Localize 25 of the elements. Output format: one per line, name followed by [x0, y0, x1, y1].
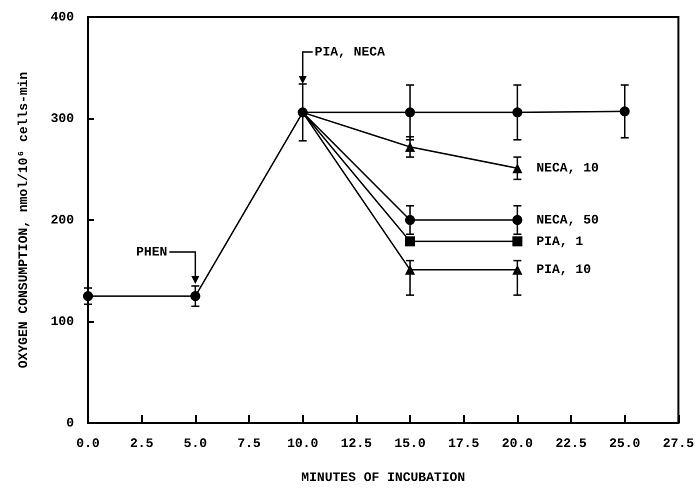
x-tick-label: 12.5	[340, 436, 372, 451]
x-tick-label: 27.5	[662, 436, 694, 451]
x-tick-label: 25.0	[609, 436, 641, 451]
y-tick-label: 100	[50, 314, 74, 329]
y-axis-title: OXYGEN CONSUMPTION, nmol/10⁶ cells-min	[16, 72, 31, 368]
x-tick-label: 20.0	[502, 436, 534, 451]
x-tick-label: 10.0	[287, 436, 318, 451]
x-tick-label: 22.5	[555, 436, 587, 451]
series-label: NECA, 10	[536, 160, 599, 176]
y-tick-label: 400	[50, 10, 74, 24]
series-label: PIA, 1	[536, 234, 584, 249]
x-tick-label: 2.5	[130, 436, 154, 451]
series-label: NECA, 50	[536, 212, 599, 228]
x-tick-label: 17.5	[448, 436, 480, 451]
annotation: PIA, NECA	[314, 44, 386, 60]
annotation: PHEN	[136, 244, 168, 260]
x-tick-label: 15.0	[394, 436, 426, 451]
x-axis-title: MINUTES OF INCUBATION	[301, 470, 466, 485]
y-tick-label: 200	[50, 212, 74, 228]
y-tick-label: 300	[50, 111, 74, 126]
x-tick-label: 5.0	[184, 436, 208, 451]
x-tick-label: 0.0	[76, 436, 100, 451]
y-tick-label: 0	[66, 416, 74, 430]
series-label: PIA, 10	[536, 262, 592, 278]
x-tick-label: 7.5	[237, 436, 261, 451]
